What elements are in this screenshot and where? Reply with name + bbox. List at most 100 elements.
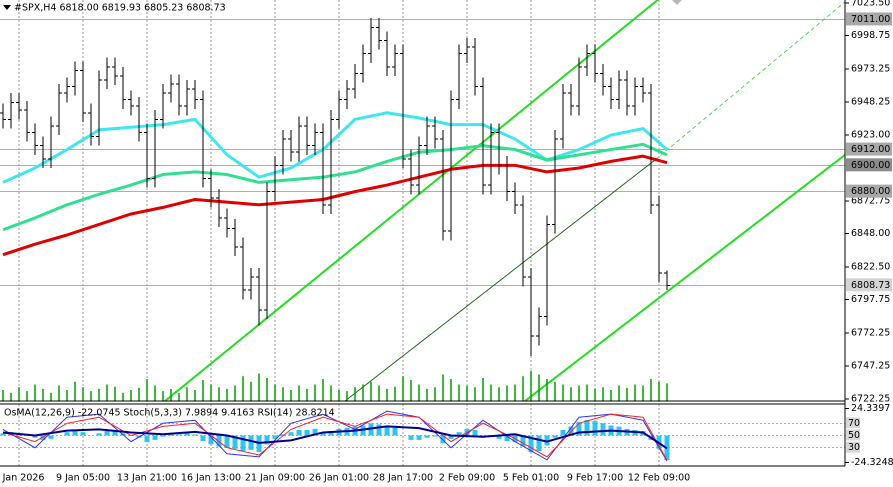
volume-bar [434,387,436,401]
volume-bar [458,384,460,401]
volume-bar [378,385,380,401]
osma-bar [376,424,382,436]
osma-bar [96,433,102,436]
level-label-box [846,278,892,292]
osma-bar [416,435,422,440]
volume-bar [466,385,468,401]
volume-bar [202,380,204,401]
trend-line-extension [654,1,845,161]
y-tick-label: 6998.75 [851,30,890,41]
tick-label-box [846,441,860,453]
volume-bar [530,370,532,401]
level-label: 6880.00 [851,186,890,197]
volume-bar [90,391,92,401]
volume-bar [578,385,580,401]
y2-tick-label: 30 [848,442,860,453]
volume-bar [386,388,388,401]
volume-bar [642,385,644,401]
chart-header: #SPX,H4 6818.00 6819.93 6805.23 6808.73 [14,3,226,14]
x-tick-label: 16 Jan 13:00 [181,473,241,484]
volume-bar [258,373,260,401]
osma-bar [224,435,230,448]
volume-bar [146,379,148,401]
x-tick-label: 9 Feb 17:00 [567,473,623,484]
volume-bar [18,387,20,401]
volume-bar [658,381,660,401]
volume-bar [26,391,28,401]
volume-bar [330,385,332,401]
volume-bar [618,385,620,401]
osma-bar [0,433,6,436]
volume-bar [370,381,372,401]
indicator-header: OsMA(12,26,9) -22.0745 Stoch(5,3,3) 7.98… [4,408,335,419]
osma-bar [80,432,86,436]
osma-bar [296,429,302,436]
indicator-line [2,413,668,461]
osma-bar [552,435,558,438]
osma-bar [584,419,590,436]
y-tick-label: 6948.25 [851,96,890,107]
osma-bar [280,434,286,436]
volume-bar [410,380,412,401]
volume-bar [354,387,356,401]
volume-bar [426,388,428,401]
osma-bar [392,427,398,436]
osma-bar [328,431,334,436]
shift-marker[interactable] [672,0,682,5]
osma-bar [592,421,598,436]
osma-bar [160,435,166,437]
osma-bar [72,429,78,436]
volume-bar [362,384,364,401]
volume-bar [522,376,524,401]
osma-bar [240,435,246,452]
channel-line [524,153,845,401]
osma-bar [600,423,606,436]
volume-bar [610,390,612,401]
volume-bar [626,387,628,401]
x-tick-label: 26 Jan 01:00 [309,473,369,484]
osma-bar [320,433,326,436]
osma-bar [40,435,46,440]
y-tick-label: 6772.25 [851,328,890,339]
volume-bar [538,374,540,401]
osma-bar [152,435,158,440]
menu-triangle[interactable] [3,5,11,10]
volume-bar [274,384,276,401]
osma-bar [288,432,294,436]
osma-bar [560,429,566,436]
volume-bar [666,383,668,401]
level-label: 7011.00 [851,14,890,25]
volume-bar [442,374,444,401]
y-tick-label: 6722.25 [851,393,890,404]
volume-bar [186,387,188,401]
volume-bar [98,388,100,401]
volume-bar [234,385,236,401]
osma-bar [536,435,542,452]
volume-bar [298,385,300,401]
volume-bar [226,388,228,401]
osma-bar [424,435,430,438]
osma-bar [520,435,526,447]
osma-bar [496,435,502,439]
osma-bar [48,435,54,439]
volume-bar [266,377,268,401]
volume-bar [242,376,244,401]
level-label-box [846,158,892,172]
channel-line [164,0,660,401]
volume-bar [114,386,116,401]
x-tick-label: 21 Jan 09:00 [245,473,305,484]
x-tick-label: 12 Feb 09:00 [628,473,690,484]
osma-bar [448,435,454,439]
trend-lines [164,0,845,401]
osma-bar [456,432,462,436]
level-label-box [846,12,892,26]
volume-bar [634,384,636,401]
osma-bar [472,429,478,436]
osma-bar [272,435,278,439]
indicator-line [2,425,668,450]
moving-average [2,154,668,257]
volume-bar [498,387,500,401]
volume-bar [546,379,548,401]
